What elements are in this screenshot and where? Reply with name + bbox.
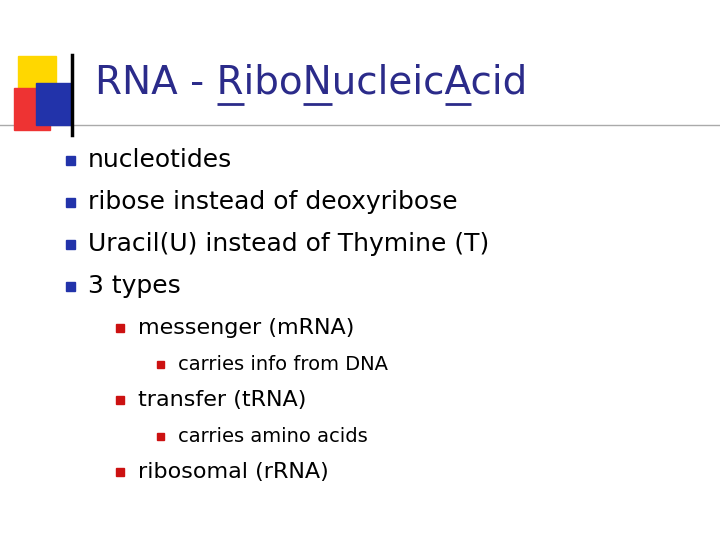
- Text: carries amino acids: carries amino acids: [178, 427, 368, 446]
- Bar: [18, 56, 56, 100]
- Bar: [156, 433, 163, 440]
- Bar: [14, 88, 50, 130]
- Text: carries info from DNA: carries info from DNA: [178, 354, 388, 374]
- Bar: [156, 361, 163, 368]
- Bar: [116, 396, 124, 404]
- Text: Uracil(U) instead of Thymine (T): Uracil(U) instead of Thymine (T): [88, 232, 490, 256]
- Bar: [66, 156, 74, 165]
- Bar: [66, 240, 74, 248]
- Text: transfer (tRNA): transfer (tRNA): [138, 390, 307, 410]
- Bar: [116, 324, 124, 332]
- Bar: [116, 468, 124, 476]
- Text: nucleotides: nucleotides: [88, 148, 233, 172]
- Bar: [66, 198, 74, 206]
- Text: ribose instead of deoxyribose: ribose instead of deoxyribose: [88, 190, 458, 214]
- Text: messenger (mRNA): messenger (mRNA): [138, 318, 354, 338]
- Text: 3 types: 3 types: [88, 274, 181, 298]
- Bar: [66, 281, 74, 291]
- Text: ribosomal (rRNA): ribosomal (rRNA): [138, 462, 329, 482]
- Bar: [36, 83, 72, 125]
- Text: RNA - RiboNucleicAcid: RNA - RiboNucleicAcid: [95, 63, 527, 101]
